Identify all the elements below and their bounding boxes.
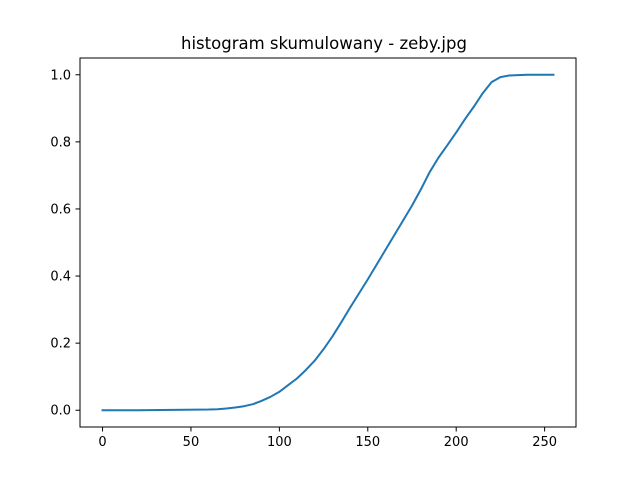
axes-frame: [79, 57, 577, 428]
y-tick-label: 0.8: [50, 135, 71, 150]
series-line-0: [101, 73, 555, 412]
x-tick-label: 50: [183, 435, 200, 450]
y-tick-label: 0.6: [50, 202, 71, 217]
x-tick-label: 150: [355, 435, 380, 450]
y-tick-label: 1.0: [50, 68, 71, 83]
x-tick-label: 100: [267, 435, 292, 450]
x-tick-label: 250: [532, 435, 557, 450]
y-tick-label: 0.2: [50, 337, 71, 352]
y-tick-label: 0.0: [50, 404, 71, 419]
plot-area: 0 50 100 150 200 250 0.0 0.2 0.4 0.6 0.8 1.0: [50, 57, 577, 450]
x-tick-label: 0: [98, 435, 106, 450]
x-tick-label: 200: [444, 435, 469, 450]
chart-title: histogram skumulowany - zeby.jpg: [181, 34, 467, 53]
y-tick-label: 0.4: [50, 270, 71, 285]
